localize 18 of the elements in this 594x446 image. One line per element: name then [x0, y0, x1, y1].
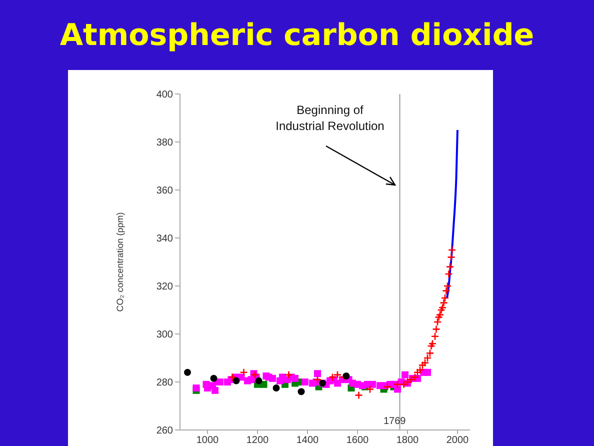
x-tick-label: 2000: [446, 435, 470, 446]
y-tick-label: 280: [156, 378, 174, 389]
chart-title: Atmospheric carbon dioxide: [58, 18, 536, 53]
x-tick-label: 1400: [296, 435, 320, 446]
x-tick-label: 1800: [396, 435, 420, 446]
x-tick-label: 1000: [196, 435, 220, 446]
y-axis-title: CO₂ concentration (ppm): [115, 212, 126, 312]
y-tick-label: 400: [156, 90, 174, 101]
y-tick-label: 320: [156, 282, 174, 293]
y-tick-label: 340: [156, 234, 174, 245]
x-tick-label: 1200: [246, 435, 270, 446]
y-tick-label: 360: [156, 186, 174, 197]
y-tick-label: 300: [156, 330, 174, 341]
y-tick-label: 260: [156, 426, 174, 437]
y-tick-label: 380: [156, 138, 174, 149]
annotation: Beginning of Industrial Revolution: [274, 102, 386, 134]
ref-line-label: 1769: [384, 416, 406, 427]
x-tick-label: 1600: [346, 435, 370, 446]
